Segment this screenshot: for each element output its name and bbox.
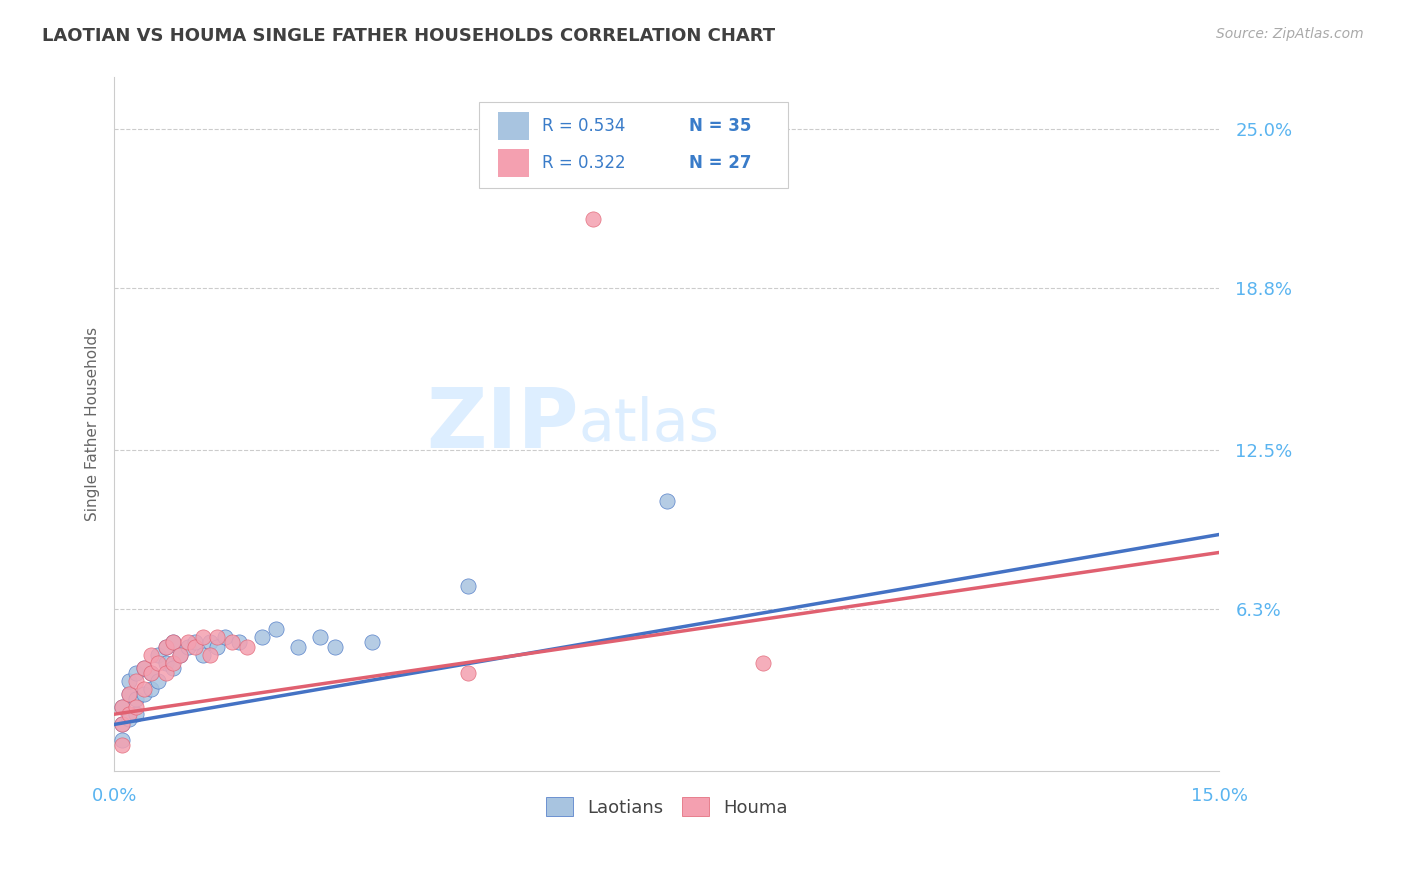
Text: Source: ZipAtlas.com: Source: ZipAtlas.com [1216,27,1364,41]
Point [457,579,479,593]
Point [110,699,132,714]
Point [125,699,148,714]
Point [162,656,184,670]
Point [118,712,141,726]
Point [139,681,162,696]
Point [148,648,170,662]
Text: atlas: atlas [578,395,720,452]
Legend: Laotians, Houma: Laotians, Houma [538,790,794,824]
Point [177,640,200,655]
Point [110,699,132,714]
Point [162,661,184,675]
Point [250,630,273,644]
Point [207,630,229,644]
Point [287,640,309,655]
Point [582,211,605,226]
Point [132,687,155,701]
Point [198,648,221,662]
Point [169,648,191,662]
Point [139,648,162,662]
Point [221,635,243,649]
Point [155,640,177,655]
Point [139,666,162,681]
Text: LAOTIAN VS HOUMA SINGLE FATHER HOUSEHOLDS CORRELATION CHART: LAOTIAN VS HOUMA SINGLE FATHER HOUSEHOLD… [42,27,775,45]
Point [139,666,162,681]
Point [125,666,148,681]
Point [184,640,207,655]
Point [266,623,288,637]
Point [110,717,132,731]
Point [169,648,191,662]
Point [155,640,177,655]
FancyBboxPatch shape [498,112,529,140]
Point [751,656,773,670]
Point [457,666,479,681]
Point [655,494,678,508]
Point [214,630,236,644]
Y-axis label: Single Father Households: Single Father Households [86,327,100,521]
Point [148,673,170,688]
Point [162,635,184,649]
Point [118,687,141,701]
Text: N = 35: N = 35 [689,117,751,135]
Point [125,707,148,722]
Point [177,635,200,649]
Point [309,630,332,644]
Point [228,635,250,649]
Point [118,707,141,722]
Point [118,673,141,688]
FancyBboxPatch shape [498,149,529,177]
Text: R = 0.534: R = 0.534 [541,117,626,135]
Point [361,635,384,649]
Text: R = 0.322: R = 0.322 [541,153,626,172]
Point [132,661,155,675]
Point [148,656,170,670]
Point [207,640,229,655]
Point [110,732,132,747]
Point [125,691,148,706]
Point [132,661,155,675]
Text: N = 27: N = 27 [689,153,751,172]
Point [191,648,214,662]
Point [184,635,207,649]
Point [198,635,221,649]
Point [110,717,132,731]
Point [125,673,148,688]
Point [155,656,177,670]
Point [110,738,132,752]
Point [162,635,184,649]
Point [118,687,141,701]
Point [323,640,346,655]
Text: ZIP: ZIP [426,384,578,465]
Point [191,630,214,644]
Point [236,640,259,655]
Point [155,666,177,681]
FancyBboxPatch shape [479,102,789,188]
Point [132,681,155,696]
